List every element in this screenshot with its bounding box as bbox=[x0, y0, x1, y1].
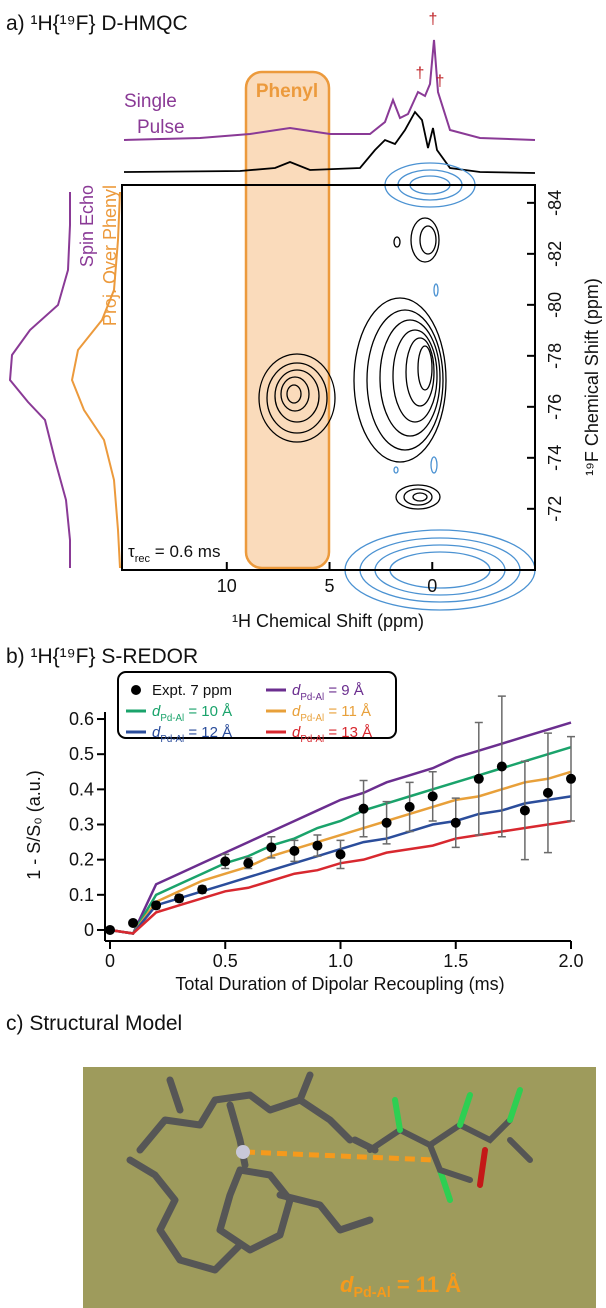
fit-line bbox=[109, 745, 572, 935]
data-point bbox=[220, 856, 231, 867]
peak-mark: † bbox=[436, 73, 445, 90]
legend-label: dPd-Al = 9 Å bbox=[292, 682, 364, 703]
y-tick-label: -82 bbox=[545, 241, 565, 267]
panel-b: b) ¹H{¹⁹F} S-REDOR Total Duration of Dip… bbox=[6, 645, 505, 994]
y-tick-label: -80 bbox=[545, 292, 565, 318]
legend-box bbox=[117, 671, 397, 739]
data-point bbox=[496, 761, 507, 772]
data-point bbox=[358, 803, 369, 814]
data-point bbox=[381, 817, 392, 828]
fit-line bbox=[109, 770, 572, 935]
trace-label: Pulse bbox=[137, 117, 185, 138]
y-axis-label: 1 - S/S₀ (a.u.) bbox=[24, 770, 44, 880]
x-tick-label: 0.5 bbox=[213, 951, 238, 971]
panel-title: a) ¹H{¹⁹F} D-HMQC bbox=[6, 12, 188, 35]
y-tick-label: -74 bbox=[545, 445, 565, 471]
y-axis-label: ¹⁹F Chemical Shift (ppm) bbox=[582, 278, 602, 476]
peak-mark: † bbox=[429, 11, 438, 28]
side-trace-label: Spin Echo bbox=[77, 185, 97, 267]
fit-line bbox=[109, 819, 572, 935]
x-tick-label: 5 bbox=[325, 576, 335, 596]
data-point bbox=[289, 845, 300, 856]
panel-title: b) ¹H{¹⁹F} S-REDOR bbox=[6, 645, 198, 668]
plot-frame bbox=[121, 184, 536, 571]
data-point bbox=[427, 791, 438, 802]
side-trace-label: Proj. Over Phenyl bbox=[100, 185, 120, 326]
y-tick-label: -84 bbox=[545, 190, 565, 216]
data-point bbox=[566, 773, 576, 784]
y-tick-label: 0.1 bbox=[69, 885, 94, 905]
x-tick-label: 1.5 bbox=[443, 951, 468, 971]
panel-a: a) ¹H{¹⁹F} D-HMQC Phenyl Single Pulse † … bbox=[6, 11, 602, 631]
data-point bbox=[542, 787, 553, 798]
spin-echo-projection bbox=[8, 192, 71, 568]
data-point bbox=[519, 805, 530, 816]
fluoro-groups bbox=[367, 1087, 533, 1203]
legend-label: dPd-Al = 12 Å bbox=[152, 724, 232, 745]
data-point bbox=[450, 817, 461, 828]
x-tick-label: 1.0 bbox=[328, 951, 353, 971]
legend-label: Expt. 7 ppm bbox=[152, 682, 232, 699]
x-tick-label: 0 bbox=[427, 576, 437, 596]
data-point bbox=[128, 917, 139, 928]
y-tick-label: -72 bbox=[545, 496, 565, 522]
x-axis-label: ¹H Chemical Shift (ppm) bbox=[232, 611, 424, 631]
data-point bbox=[404, 801, 415, 812]
region-label: Phenyl bbox=[256, 81, 318, 102]
legend-label: dPd-Al = 10 Å bbox=[152, 703, 232, 724]
y-tick-label: 0 bbox=[84, 920, 94, 940]
data-point bbox=[312, 840, 323, 851]
legend-label: dPd-Al = 11 Å bbox=[292, 703, 371, 724]
y-tick-label: 0.3 bbox=[69, 815, 94, 835]
y-tick-label: -78 bbox=[545, 343, 565, 369]
molecule bbox=[126, 1071, 379, 1274]
x-axis-label: Total Duration of Dipolar Recoupling (ms… bbox=[175, 974, 504, 994]
distance-label: dPd-Al = 11 Å bbox=[340, 1271, 461, 1301]
y-tick-label: -76 bbox=[545, 394, 565, 420]
phenyl-projection bbox=[70, 191, 121, 569]
y-tick-label: 0.2 bbox=[69, 850, 94, 870]
panel-c: c) Structural Model dPd-Al = 11 Å bbox=[6, 1012, 596, 1308]
peak-mark: † bbox=[416, 65, 425, 82]
data-point bbox=[151, 900, 162, 911]
echo-trace bbox=[123, 110, 536, 174]
data-point bbox=[174, 893, 185, 904]
single-pulse-trace bbox=[123, 39, 536, 141]
fit-line bbox=[109, 721, 572, 935]
data-point bbox=[197, 884, 208, 895]
data-point bbox=[243, 858, 254, 869]
mixing-label: τrec = 0.6 ms bbox=[128, 542, 220, 565]
x-tick-label: 2.0 bbox=[558, 951, 583, 971]
panel-title: c) Structural Model bbox=[6, 1012, 182, 1035]
data-point bbox=[335, 849, 346, 860]
y-tick-label: 0.6 bbox=[69, 709, 94, 729]
x-tick-label: 10 bbox=[217, 576, 237, 596]
data-point bbox=[266, 842, 277, 853]
legend-swatch bbox=[131, 685, 141, 695]
y-tick-label: 0.5 bbox=[69, 744, 94, 764]
data-point bbox=[105, 924, 115, 935]
pd-atom bbox=[236, 1145, 250, 1159]
x-tick-label: 0 bbox=[105, 951, 115, 971]
legend-label: dPd-Al = 13 Å bbox=[292, 724, 372, 745]
data-point bbox=[473, 773, 484, 784]
y-tick-label: 0.4 bbox=[69, 779, 94, 799]
trace-label: Single bbox=[124, 91, 177, 112]
phenyl-region bbox=[244, 70, 331, 570]
